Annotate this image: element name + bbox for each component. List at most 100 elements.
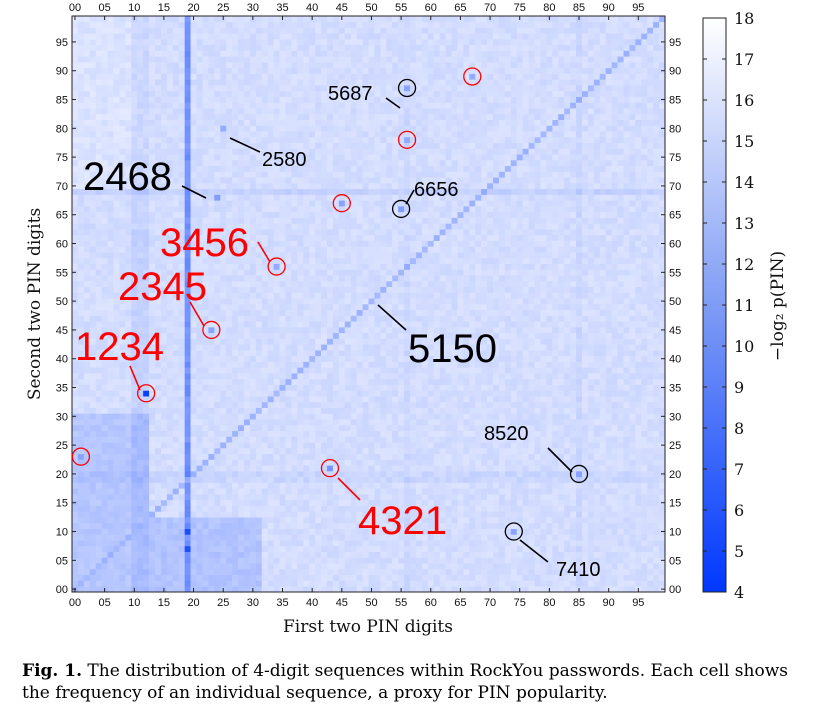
heat-cell	[226, 586, 233, 593]
heat-cell	[190, 56, 197, 63]
heat-cell	[285, 413, 292, 420]
heat-cell	[184, 482, 191, 489]
heat-cell	[137, 67, 144, 74]
heat-cell	[119, 367, 126, 374]
heat-cell	[344, 482, 352, 489]
heat-cell	[226, 471, 233, 478]
heat-cell	[202, 304, 209, 311]
heat-cell	[202, 188, 209, 195]
heat-cell	[172, 321, 180, 328]
heat-cell	[297, 33, 304, 40]
heat-cell	[279, 206, 286, 213]
heat-cell	[160, 338, 168, 345]
heat-cell	[326, 240, 334, 247]
heat-cell	[356, 471, 363, 478]
heat-cell	[131, 211, 138, 218]
heat-cell	[190, 108, 197, 115]
heat-cell	[125, 257, 132, 264]
heat-cell	[220, 384, 227, 391]
heat-cell	[184, 263, 191, 270]
heat-cell	[178, 499, 185, 506]
heat-cell	[362, 321, 369, 328]
heat-cell	[214, 586, 221, 593]
heat-cell	[291, 217, 298, 224]
heat-cell	[226, 62, 233, 69]
heat-cell	[303, 257, 310, 264]
heat-cell	[155, 234, 162, 241]
heat-cell	[184, 142, 191, 149]
heat-cell	[89, 430, 97, 437]
heat-cell	[267, 44, 274, 51]
heat-cell	[344, 361, 352, 368]
heat-cell	[137, 586, 144, 593]
heat-cell	[332, 171, 340, 178]
heat-cell	[214, 442, 221, 449]
heat-cell	[149, 246, 156, 253]
heat-cell	[303, 131, 310, 138]
heat-cell	[196, 551, 203, 558]
heat-cell	[143, 269, 150, 276]
heat-cell	[321, 39, 328, 46]
heat-cell	[249, 350, 257, 357]
heat-cell	[303, 142, 310, 149]
heat-cell	[267, 102, 274, 109]
heat-cell	[238, 188, 245, 195]
heat-cell	[125, 574, 132, 581]
heat-cell	[285, 545, 292, 552]
heat-cell	[113, 476, 120, 483]
heat-cell	[143, 511, 150, 518]
heat-cell	[338, 534, 346, 541]
heat-cell	[125, 401, 132, 408]
heat-cell	[178, 136, 185, 144]
heat-cell	[232, 177, 239, 184]
heat-cell	[101, 56, 108, 63]
heat-cell	[196, 545, 203, 552]
heat-cell	[72, 73, 79, 80]
heat-cell	[344, 436, 352, 443]
heat-cell	[184, 327, 191, 334]
heat-cell	[95, 160, 102, 167]
heat-cell	[332, 211, 340, 218]
heat-cell	[101, 511, 108, 518]
heat-cell	[332, 33, 340, 40]
heat-cell	[332, 321, 340, 328]
heat-cell	[172, 505, 180, 512]
heat-cell	[160, 442, 168, 449]
heat-cell	[220, 96, 227, 103]
heat-cell	[125, 563, 132, 570]
heat-cell	[202, 292, 209, 299]
heat-cell	[279, 540, 286, 547]
heat-cell	[291, 240, 298, 247]
heat-cell	[344, 246, 352, 253]
heat-cell	[315, 298, 322, 305]
heat-cell	[178, 534, 185, 541]
heat-cell	[338, 252, 346, 259]
heat-cell	[279, 171, 286, 178]
heat-cell	[190, 373, 197, 380]
heat-cell	[321, 355, 328, 362]
heat-cell	[143, 430, 150, 437]
heat-cell	[243, 338, 251, 345]
heat-cell	[89, 384, 97, 391]
heat-cell	[267, 171, 274, 178]
heat-cell	[350, 373, 357, 380]
heat-cell	[184, 177, 191, 184]
heat-cell	[184, 436, 191, 443]
heat-cell	[160, 574, 168, 581]
heat-cell	[332, 407, 340, 414]
heat-cell	[155, 367, 162, 374]
heat-cell	[326, 200, 334, 207]
heat-cell	[315, 263, 322, 270]
heat-cell	[326, 465, 334, 472]
heat-cell	[344, 522, 352, 529]
heat-cell	[315, 476, 322, 483]
heat-cell	[149, 217, 156, 224]
heat-cell	[113, 280, 120, 288]
heat-cell	[72, 56, 79, 63]
heat-cell	[249, 367, 257, 374]
heat-cell	[95, 50, 102, 57]
heat-cell	[238, 160, 245, 167]
heat-cell	[166, 580, 174, 587]
heat-cell	[291, 79, 298, 86]
heat-cell	[285, 257, 292, 264]
